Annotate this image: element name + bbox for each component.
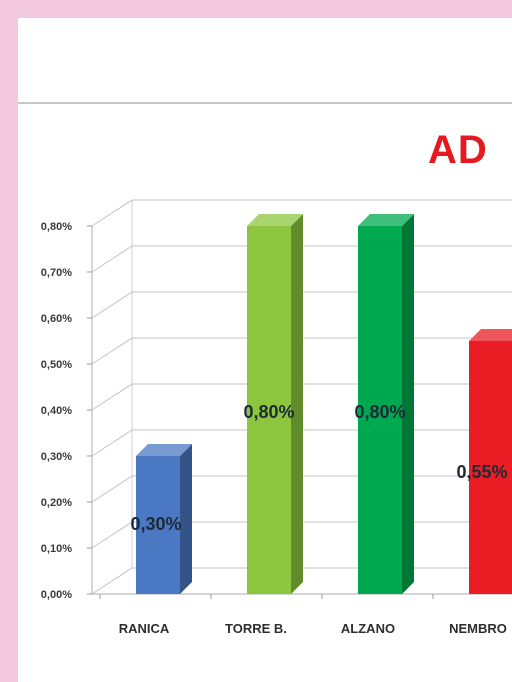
bar-ranica (136, 444, 192, 594)
y-tick-label: 0,80% (41, 221, 72, 233)
bar-alzano (358, 214, 414, 594)
bar-front (247, 226, 291, 594)
bar-top (358, 214, 414, 226)
gridlines (87, 199, 512, 599)
y-axis-ticks: 0,00% 0,10% 0,20% 0,30% 0,40% 0,50% 0,60% 0,70%… (41, 221, 72, 601)
gridline-diagonal (91, 383, 133, 411)
y-tick-label: 0,60% (41, 313, 72, 325)
x-axis-categories: RANICA TORRE B. ALZANO NEMBRO (119, 621, 507, 636)
bars (136, 214, 512, 594)
category-label: ALZANO (341, 621, 395, 636)
gridline-diagonal (91, 429, 133, 457)
bar-torre-b (247, 214, 303, 594)
y-tick-label: 0,30% (41, 451, 72, 463)
bar-top (469, 329, 512, 341)
bar-front (358, 226, 402, 594)
gridline-diagonal (91, 291, 133, 319)
y-tick-label: 0,20% (41, 497, 72, 509)
bar-side (291, 214, 303, 594)
bar-side (402, 214, 414, 594)
data-label: 0,30% (130, 514, 181, 534)
bar-front (469, 341, 512, 594)
gridline-diagonal (91, 567, 133, 595)
category-label: NEMBRO (449, 621, 507, 636)
gridline-diagonal (91, 475, 133, 503)
data-label: 0,55% (456, 462, 507, 482)
category-label: RANICA (119, 621, 170, 636)
bar-front (136, 456, 180, 594)
gridline-diagonal (91, 521, 133, 549)
bar-side (180, 444, 192, 594)
gridline-diagonal (91, 245, 133, 273)
data-label: 0,80% (243, 402, 294, 422)
header-divider (18, 102, 512, 104)
bar-top (247, 214, 303, 226)
y-tick-label: 0,70% (41, 267, 72, 279)
data-label: 0,80% (354, 402, 405, 422)
y-tick-label: 0,40% (41, 405, 72, 417)
gridline-diagonal (91, 337, 133, 365)
gridline-diagonal (91, 199, 133, 227)
data-labels: 0,30% 0,80% 0,80% 0,55% (130, 402, 507, 534)
y-tick-label: 0,50% (41, 359, 72, 371)
y-tick-label: 0,00% (41, 589, 72, 601)
y-tick-label: 0,10% (41, 543, 72, 555)
bar-top (136, 444, 192, 456)
chart-title: AD (428, 128, 488, 172)
category-label: TORRE B. (225, 621, 287, 636)
bar-nembro (469, 329, 512, 594)
